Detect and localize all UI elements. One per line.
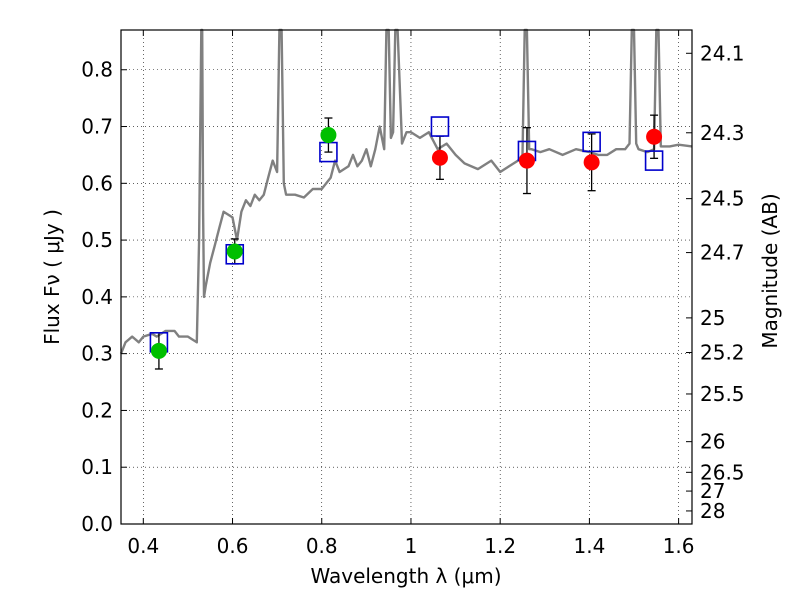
right-tick-label: 25.5 [700, 382, 745, 406]
y-tick-label: 0.3 [81, 342, 113, 366]
x-tick-label: 0.8 [306, 534, 338, 558]
y-tick-label: 0.0 [81, 512, 113, 536]
model-flux-square [582, 131, 601, 153]
x-tick-label: 0.4 [127, 534, 159, 558]
y-tick-label: 0.2 [81, 398, 113, 422]
right-tick-label: 24.7 [700, 241, 745, 265]
error-bars [154, 114, 659, 370]
green-data-point [320, 127, 337, 144]
x-tick-label: 1.2 [484, 534, 516, 558]
green-data-point [150, 342, 167, 359]
x-axis-label: Wavelength λ (μm) [310, 564, 501, 588]
green-data-point [226, 243, 243, 260]
model-flux-square [430, 116, 450, 137]
x-tick-label: 1 [405, 534, 418, 558]
red-data-point [431, 149, 448, 166]
right-tick-label: 27 [700, 479, 725, 503]
right-tick-label: 25.2 [700, 341, 745, 365]
right-tick-label: 28 [700, 499, 725, 523]
y-tick-label: 0.6 [81, 171, 113, 195]
model-sed-line [119, 28, 693, 355]
y-tick-label: 0.5 [81, 228, 113, 252]
x-tick-label: 0.6 [217, 534, 249, 558]
y-tick-label: 0.4 [81, 285, 113, 309]
right-tick-label: 26 [700, 430, 725, 454]
red-data-point [646, 128, 663, 145]
right-tick-label: 24.3 [700, 121, 745, 145]
x-tick-label: 1.4 [573, 534, 605, 558]
y-tick-label: 0.1 [81, 455, 113, 479]
ticks: 0.4 0.6 0.8 1 1.2 1.4 1.6 0.0 0.1 0.2 0.3 0.4 0.5 0.6… [81, 30, 745, 558]
right-tick-label: 24.1 [700, 41, 745, 65]
sed-line [119, 28, 693, 355]
y-tick-label: 0.8 [81, 58, 113, 82]
right-tick-label: 24.5 [700, 187, 745, 211]
y-tick-label: 0.7 [81, 115, 113, 139]
x-tick-label: 1.6 [663, 534, 695, 558]
y-axis-right-label: Magnitude (AB) [758, 193, 782, 348]
right-tick-label: 25 [700, 306, 725, 330]
right-tick-label: 26.5 [700, 460, 745, 484]
red-data-point [583, 154, 600, 171]
plot-frame [120, 29, 693, 525]
red-data-point [518, 152, 535, 169]
y-axis-label: Flux Fν ( μJy ) [40, 209, 64, 345]
model-flux-square [644, 150, 664, 171]
markers [149, 116, 664, 359]
